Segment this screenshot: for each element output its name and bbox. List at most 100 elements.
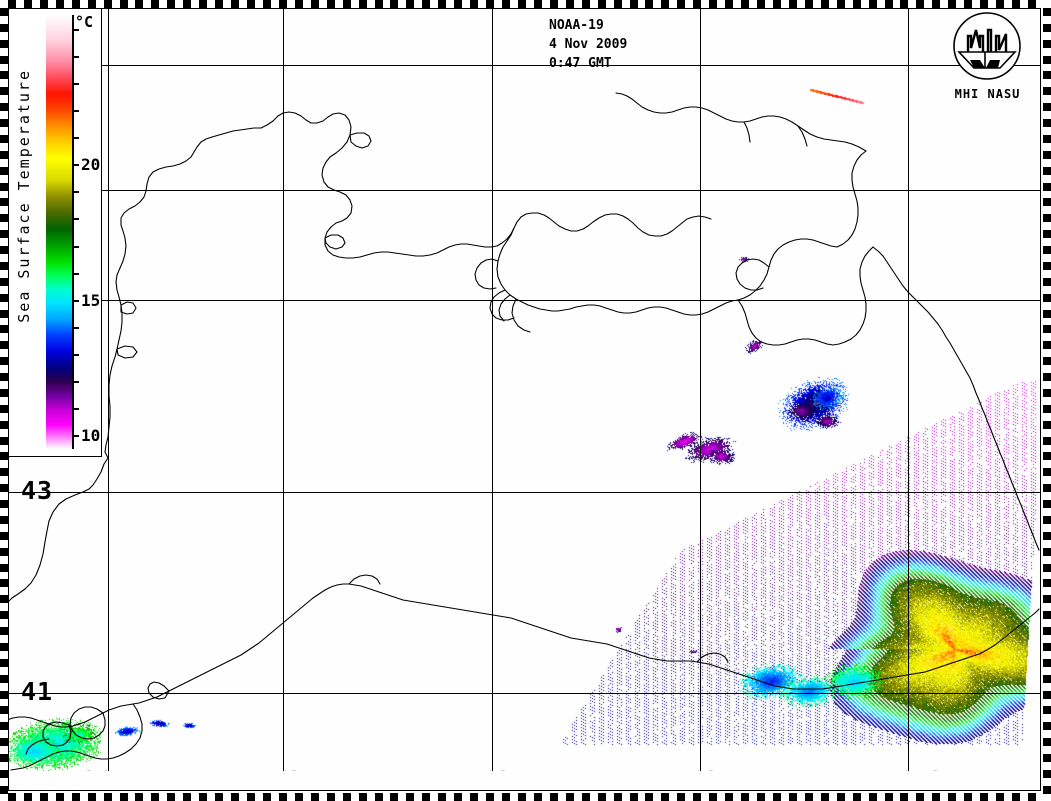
frame-tick — [0, 206, 8, 215]
frame-tick — [0, 420, 8, 429]
frame-tick — [725, 793, 734, 801]
frame-tick — [1043, 206, 1051, 215]
colorbar-tick-14 — [72, 326, 79, 329]
frame-tick — [87, 0, 96, 8]
frame-tick — [95, 793, 104, 801]
frame-tick — [541, 0, 550, 8]
frame-tick — [0, 690, 8, 699]
frame-tick — [47, 0, 56, 8]
frame-tick — [924, 0, 933, 8]
frame-tick — [796, 0, 805, 8]
frame-tick — [1043, 166, 1051, 175]
frame-tick — [1043, 595, 1051, 604]
frame-tick — [0, 381, 8, 389]
frame-tick — [804, 0, 813, 8]
frame-tick — [0, 793, 8, 801]
frame-tick — [1043, 103, 1051, 112]
frame-tick — [278, 793, 287, 801]
frame-tick — [270, 0, 279, 8]
frame-tick — [350, 0, 359, 8]
frame-tick — [725, 0, 734, 8]
frame-tick — [661, 0, 670, 8]
frame-tick — [1043, 246, 1051, 254]
frame-tick — [709, 0, 718, 8]
frame-tick — [0, 365, 8, 374]
frame-tick — [701, 793, 710, 801]
frame-tick — [0, 333, 8, 342]
frame-tick — [812, 793, 821, 801]
frame-tick — [0, 531, 8, 540]
frame-tick — [1043, 317, 1051, 326]
frame-tick — [374, 793, 383, 801]
frame-tick — [342, 793, 351, 801]
frame-tick — [406, 0, 415, 8]
frame-tick — [1043, 730, 1051, 739]
frame-tick — [573, 793, 582, 801]
frame-tick — [1043, 658, 1051, 667]
frame-tick — [844, 793, 853, 801]
frame-tick — [972, 793, 981, 801]
frame-tick — [613, 0, 622, 8]
frame-tick — [382, 0, 391, 8]
frame-tick — [135, 0, 144, 8]
frame-tick — [502, 793, 510, 801]
frame-tick — [0, 142, 8, 151]
frame-tick — [270, 793, 279, 801]
frame-tick — [0, 134, 8, 143]
frame-tick — [1043, 635, 1051, 643]
frame-tick — [1043, 158, 1051, 167]
frame-tick — [1043, 238, 1051, 247]
frame-tick — [191, 793, 200, 801]
frame-tick — [581, 793, 590, 801]
frame-tick — [1043, 95, 1051, 104]
frame-tick — [1043, 277, 1051, 286]
frame-tick — [0, 55, 8, 64]
frame-tick — [597, 793, 606, 801]
frame-tick — [956, 793, 965, 801]
frame-tick — [15, 793, 24, 801]
frame-tick — [0, 436, 8, 445]
frame-tick — [167, 793, 176, 801]
frame-tick — [0, 214, 8, 223]
frame-tick — [0, 39, 8, 48]
frame-tick — [1043, 444, 1051, 453]
frame-tick — [1043, 79, 1051, 88]
frame-tick — [1043, 39, 1051, 48]
frame-tick — [87, 793, 96, 801]
frame-tick — [0, 547, 8, 556]
frame-tick — [79, 0, 88, 8]
frame-tick — [326, 793, 335, 801]
frame-tick — [0, 150, 8, 159]
frame-tick — [0, 23, 8, 32]
frame-tick — [446, 0, 455, 8]
frame-tick — [900, 0, 909, 8]
frame-tick — [525, 793, 534, 801]
frame-tick — [0, 642, 8, 651]
frame-tick — [669, 0, 678, 8]
frame-tick — [1043, 523, 1051, 532]
frame-tick — [1043, 182, 1051, 191]
frame-tick — [1043, 539, 1051, 548]
frame-tick — [860, 0, 869, 8]
frame-tick — [0, 706, 8, 715]
frame-tick — [677, 0, 686, 8]
frame-tick — [677, 793, 686, 801]
frame-tick — [1043, 515, 1051, 524]
frame-tick — [1043, 603, 1051, 612]
frame-tick — [0, 722, 8, 731]
frame-tick — [1043, 508, 1051, 516]
frame-tick — [71, 793, 80, 801]
frame-tick — [0, 627, 8, 635]
frame-tick — [1043, 31, 1051, 40]
gridline-lat-mid-upper — [9, 190, 1040, 191]
frame-tick — [1043, 587, 1051, 596]
frame-tick — [1043, 381, 1051, 389]
frame-tick — [1043, 230, 1051, 239]
frame-tick — [517, 793, 526, 801]
frame-tick — [0, 293, 8, 302]
frame-tick — [525, 0, 534, 8]
frame-tick — [0, 452, 8, 461]
frame-tick — [175, 793, 184, 801]
frame-tick — [326, 0, 335, 8]
frame-tick — [1043, 222, 1051, 231]
